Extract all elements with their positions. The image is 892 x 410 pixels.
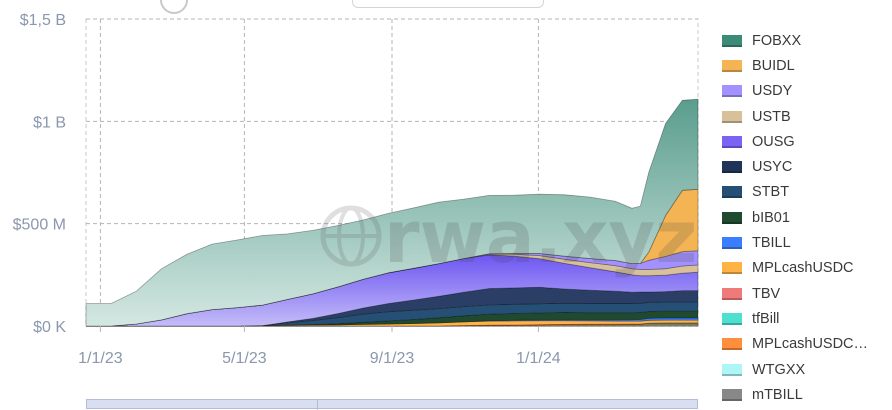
legend-item-stbt[interactable]: STBT: [722, 180, 892, 205]
legend-label: TBILL: [752, 235, 791, 251]
legend-label: tfBill: [752, 311, 779, 327]
legend-swatch-icon: [722, 237, 742, 249]
legend-item-ustb[interactable]: USTB: [722, 104, 892, 129]
legend-item-tbill[interactable]: TBILL: [722, 230, 892, 255]
y-tick-label-2: $1 B: [33, 114, 66, 131]
legend-item-mplcashusdc[interactable]: MPLcashUSDC…: [722, 332, 892, 357]
legend-label: USYC: [752, 159, 792, 175]
legend-label: BUIDL: [752, 58, 795, 74]
legend-swatch-icon: [722, 288, 742, 300]
legend-label: OUSG: [752, 134, 795, 150]
legend-label: STBT: [752, 184, 789, 200]
legend-item-mtbill[interactable]: mTBILL: [722, 382, 892, 407]
legend-swatch-icon: [722, 186, 742, 198]
y-tick-label-0: $0 K: [33, 319, 66, 336]
x-tick-label-2: 9/1/23: [370, 350, 415, 367]
legend-swatch-icon: [722, 364, 742, 376]
x-tick-label-3: 1/1/24: [516, 350, 561, 367]
legend-item-tfbill[interactable]: tfBill: [722, 306, 892, 331]
legend-label: USDY: [752, 83, 792, 99]
legend-label: bIB01: [752, 210, 790, 226]
legend-item-bib01[interactable]: bIB01: [722, 205, 892, 230]
legend-label: TBV: [752, 286, 780, 302]
y-tick-label-1: $500 M: [13, 217, 66, 234]
legend-label: WTGXX: [752, 362, 805, 378]
legend-swatch-icon: [722, 111, 742, 123]
x-tick-label-0: 1/1/23: [78, 350, 123, 367]
legend-label: FOBXX: [752, 33, 801, 49]
legend-item-mplcashusdc[interactable]: MPLcashUSDC: [722, 256, 892, 281]
legend-swatch-icon: [722, 262, 742, 274]
legend-item-usdy[interactable]: USDY: [722, 79, 892, 104]
x-tick-label-1: 5/1/23: [222, 350, 267, 367]
legend-label: MPLcashUSDC: [752, 260, 854, 276]
legend-item-usyc[interactable]: USYC: [722, 154, 892, 179]
legend-swatch-icon: [722, 338, 742, 350]
legend-item-wtgxx[interactable]: WTGXX: [722, 357, 892, 382]
x-axis-ticks: 1/1/23 5/1/23 9/1/23 1/1/24: [78, 326, 561, 367]
legend-item-ousg[interactable]: OUSG: [722, 129, 892, 154]
y-axis-ticks: $0 K $500 M $1 B $1,5 B: [13, 12, 67, 336]
navigator-handle[interactable]: [317, 400, 318, 410]
legend-swatch-icon: [722, 389, 742, 401]
legend-swatch-icon: [722, 60, 742, 72]
legend-swatch-icon: [722, 136, 742, 148]
legend-swatch-icon: [722, 212, 742, 224]
legend-swatch-icon: [722, 313, 742, 325]
legend-label: USTB: [752, 109, 791, 125]
legend-swatch-icon: [722, 85, 742, 97]
legend: FOBXX BUIDL USDY USTB OUSG USYC STBT bIB01 TBILL…: [722, 28, 892, 407]
y-tick-label-3: $1,5 B: [20, 12, 66, 29]
legend-swatch-icon: [722, 161, 742, 173]
legend-item-tbv[interactable]: TBV: [722, 281, 892, 306]
legend-label: mTBILL: [752, 387, 803, 403]
range-navigator[interactable]: [86, 399, 698, 409]
legend-label: MPLcashUSDC…: [752, 336, 868, 352]
watermark-text: rwa.xyz: [384, 195, 697, 279]
legend-swatch-icon: [722, 35, 742, 47]
legend-item-fobxx[interactable]: FOBXX: [722, 28, 892, 53]
legend-item-buidl[interactable]: BUIDL: [722, 53, 892, 78]
